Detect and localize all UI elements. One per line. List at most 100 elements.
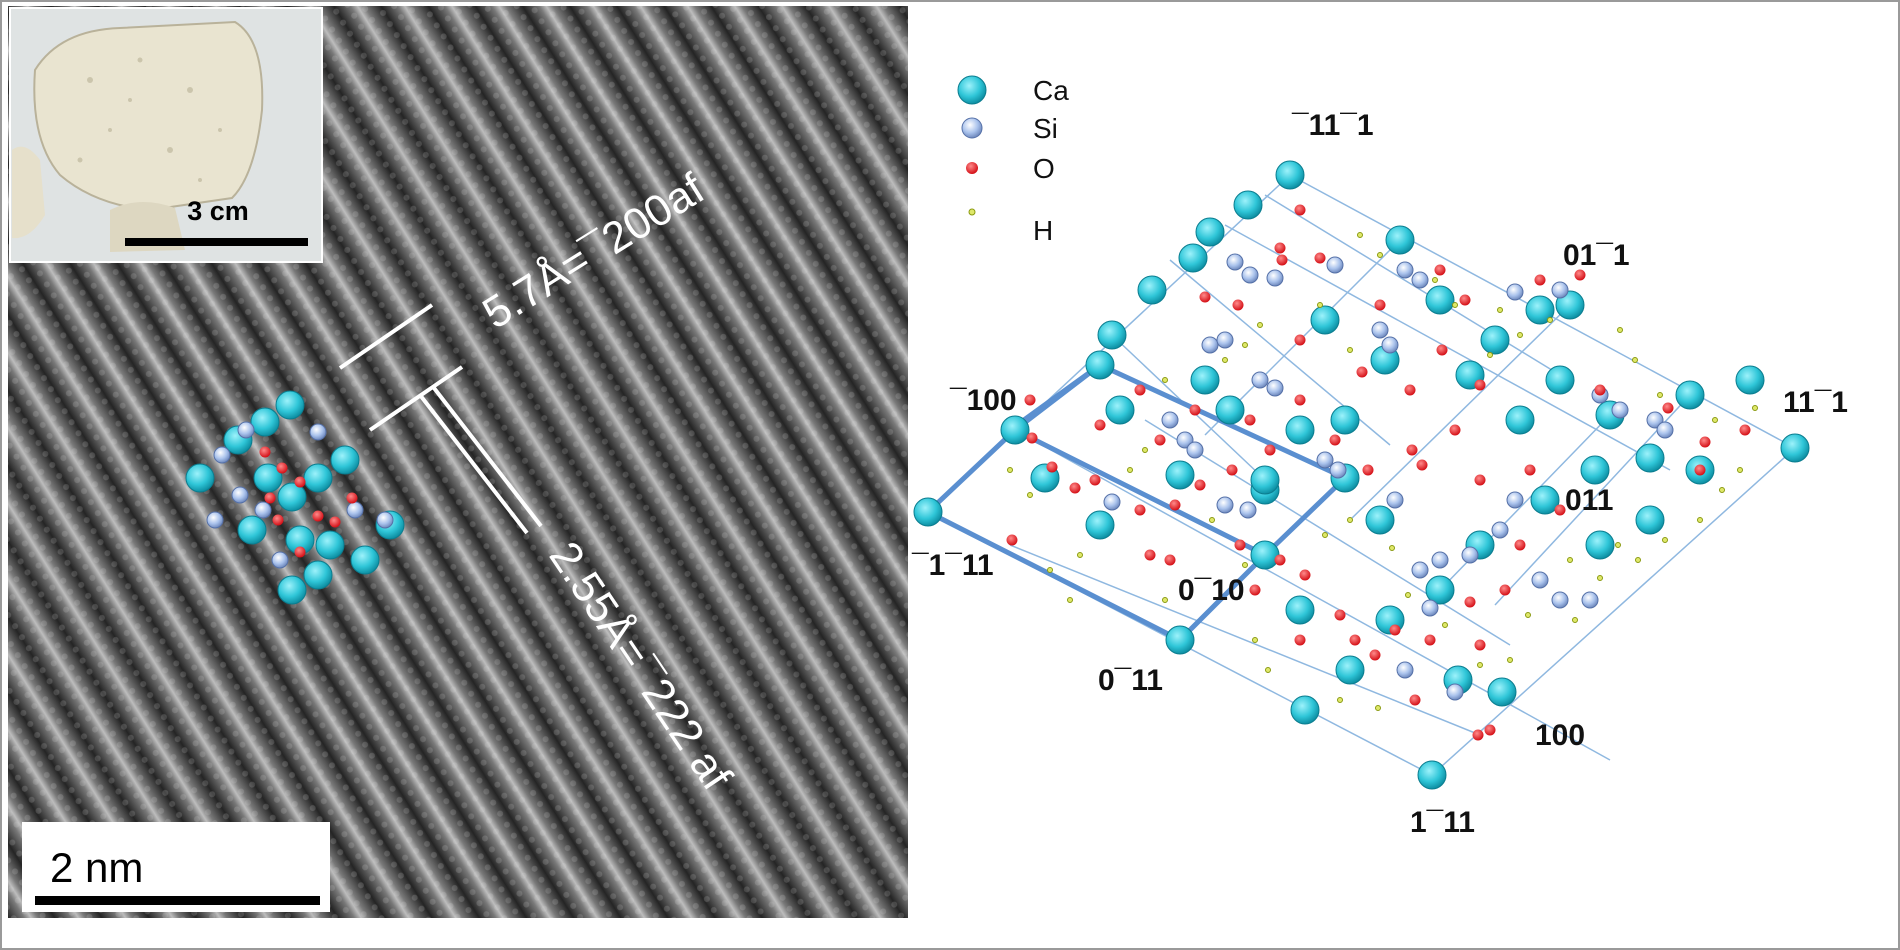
lattice-si-atom bbox=[1411, 561, 1429, 579]
lattice-h-atom bbox=[1027, 492, 1033, 498]
lattice-o-atom bbox=[1416, 459, 1428, 471]
lattice-o-atom bbox=[1134, 504, 1146, 516]
lattice-h-atom bbox=[1047, 567, 1053, 573]
lattice-o-atom bbox=[1294, 394, 1306, 406]
lattice-atoms bbox=[913, 160, 1810, 790]
lattice-o-atom bbox=[1329, 434, 1341, 446]
lattice-si-atom bbox=[1329, 461, 1347, 479]
lattice-ca-atom bbox=[1178, 243, 1208, 273]
lattice-o-atom bbox=[1274, 242, 1286, 254]
lattice-ca-atom bbox=[1233, 190, 1263, 220]
lattice-h-atom bbox=[1752, 405, 1758, 411]
lattice-ca-atom bbox=[1555, 290, 1585, 320]
lattice-h-atom bbox=[1142, 447, 1148, 453]
lattice-ca-atom bbox=[1735, 365, 1765, 395]
label-top: ¯11¯1 bbox=[1291, 109, 1374, 142]
lattice-si-atom bbox=[1161, 411, 1179, 429]
photo-scale-label: 3 cm bbox=[187, 196, 249, 226]
tem-o-atom bbox=[264, 492, 276, 504]
lattice-o-atom bbox=[1234, 539, 1246, 551]
lattice-o-atom bbox=[1046, 461, 1058, 473]
lattice-ca-atom bbox=[1585, 530, 1615, 560]
lattice-ca-atom bbox=[913, 497, 943, 527]
lattice-h-atom bbox=[1357, 232, 1363, 238]
si-atom-icon bbox=[961, 117, 983, 139]
lattice-h-atom bbox=[1737, 467, 1743, 473]
lattice-ca-atom bbox=[1580, 455, 1610, 485]
lattice-ca-atom bbox=[1780, 433, 1810, 463]
legend-label-ca: Ca bbox=[1033, 75, 1069, 106]
lattice-o-atom bbox=[1276, 254, 1288, 266]
lattice-o-atom bbox=[1369, 649, 1381, 661]
lattice-ca-atom bbox=[1097, 320, 1127, 350]
lattice-o-atom bbox=[1389, 624, 1401, 636]
lattice-labels: ¯11¯1 01¯1 11¯1 ¯100 ¯1¯11 011 0¯10 0¯11… bbox=[911, 109, 1848, 839]
ca-atom-icon bbox=[957, 75, 987, 105]
lattice-h-atom bbox=[1265, 667, 1271, 673]
tem-ca-atom bbox=[185, 463, 215, 493]
lattice-o-atom bbox=[1094, 419, 1106, 431]
o-atom-icon bbox=[966, 162, 978, 174]
lattice-o-atom bbox=[1249, 584, 1261, 596]
lattice-ca-atom bbox=[1195, 217, 1225, 247]
lattice-o-atom bbox=[1406, 444, 1418, 456]
lattice-ca-atom bbox=[1530, 485, 1560, 515]
legend-item-ca: Ca bbox=[957, 75, 1069, 106]
tem-o-atom bbox=[276, 462, 288, 474]
lattice-o-atom bbox=[1694, 464, 1706, 476]
lattice-o-atom bbox=[1189, 404, 1201, 416]
legend: Ca Si O H bbox=[957, 75, 1069, 246]
lattice-h-atom bbox=[1507, 657, 1513, 663]
lattice-o-atom bbox=[1739, 424, 1751, 436]
lattice-si-atom bbox=[1491, 521, 1509, 539]
lattice-si-atom bbox=[1396, 661, 1414, 679]
legend-label-si: Si bbox=[1033, 113, 1058, 144]
spacing-markers bbox=[338, 303, 543, 535]
lattice-si-atom bbox=[1226, 253, 1244, 271]
lattice-o-atom bbox=[1464, 596, 1476, 608]
lattice-o-atom bbox=[1024, 394, 1036, 406]
tem-o-atom bbox=[312, 510, 324, 522]
lattice-h-atom bbox=[1257, 322, 1263, 328]
tem-si-atom bbox=[271, 551, 289, 569]
lattice-ca-atom bbox=[1425, 575, 1455, 605]
lattice-si-atom bbox=[1381, 336, 1399, 354]
legend-item-h: H bbox=[968, 208, 1053, 246]
lattice-o-atom bbox=[1662, 402, 1674, 414]
lattice-o-atom bbox=[1274, 554, 1286, 566]
lattice-h-atom bbox=[1322, 532, 1328, 538]
lattice-h-atom bbox=[1597, 575, 1603, 581]
lattice-h-atom bbox=[1572, 617, 1578, 623]
lattice-ca-atom bbox=[1165, 460, 1195, 490]
lattice-o-atom bbox=[1534, 274, 1546, 286]
lattice-si-atom bbox=[1506, 283, 1524, 301]
lattice-ca-atom bbox=[1000, 415, 1030, 445]
lattice-o-atom bbox=[1026, 432, 1038, 444]
tem-ca-atom bbox=[277, 482, 307, 512]
lattice-o-atom bbox=[1232, 299, 1244, 311]
lattice-o-atom bbox=[1164, 554, 1176, 566]
lattice-h-atom bbox=[1442, 622, 1448, 628]
lattice-o-atom bbox=[1169, 499, 1181, 511]
lattice-o-atom bbox=[1294, 634, 1306, 646]
tem-ca-atom bbox=[303, 560, 333, 590]
label-center: 0¯10 bbox=[1178, 574, 1245, 607]
lattice-si-atom bbox=[1581, 591, 1599, 609]
lattice-ca-atom bbox=[1525, 295, 1555, 325]
tem-ca-atom bbox=[303, 463, 333, 493]
lattice-h-atom bbox=[1347, 517, 1353, 523]
lattice-ca-atom bbox=[1675, 380, 1705, 410]
lattice-si-atom bbox=[1506, 491, 1524, 509]
h-atom-icon bbox=[968, 208, 976, 216]
tem-o-atom bbox=[294, 546, 306, 558]
lattice-h-atom bbox=[1615, 542, 1621, 548]
lattice-h-atom bbox=[1389, 545, 1395, 551]
lattice-o-atom bbox=[1699, 436, 1711, 448]
lattice-h-atom bbox=[1697, 517, 1703, 523]
lattice-h-atom bbox=[1067, 597, 1073, 603]
lattice-ca-atom bbox=[1417, 760, 1447, 790]
lattice-ca-atom bbox=[1487, 677, 1517, 707]
lattice-o-atom bbox=[1069, 482, 1081, 494]
lattice-panel-bg bbox=[910, 6, 1895, 946]
